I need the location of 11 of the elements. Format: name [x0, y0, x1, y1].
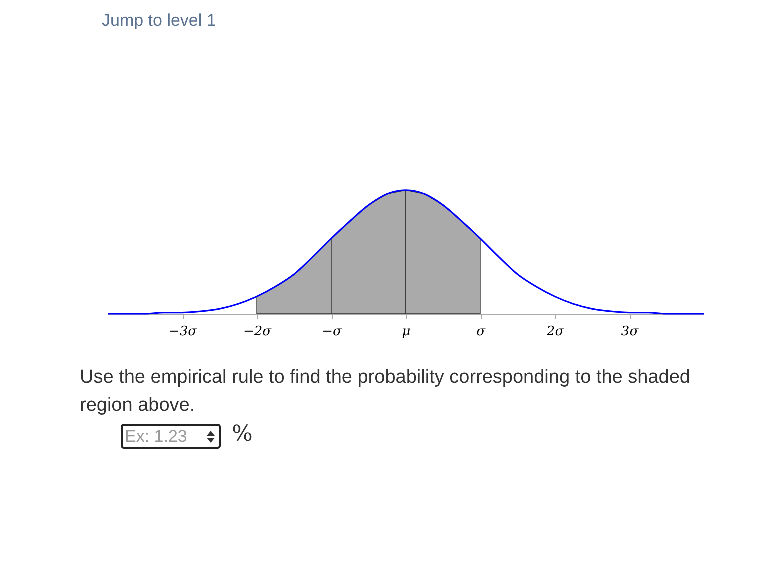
- x-tick-label: −2σ: [243, 324, 273, 340]
- x-tick-label: μ: [402, 324, 411, 340]
- text: Use the empirical rule to find the probability corresponding to the shaded region above.: [80, 366, 692, 418]
- number-field: Ex: 1.23: [121, 424, 221, 449]
- x-tick-label: 2σ: [546, 324, 566, 340]
- text: Jump to level 1: [102, 11, 216, 31]
- x-tick-label: σ: [476, 324, 487, 340]
- x-tick-label: 3σ: [621, 324, 640, 340]
- x-tick-label: −3σ: [168, 324, 198, 340]
- x-tick-label: −σ: [322, 324, 343, 340]
- text: %: [232, 422, 253, 447]
